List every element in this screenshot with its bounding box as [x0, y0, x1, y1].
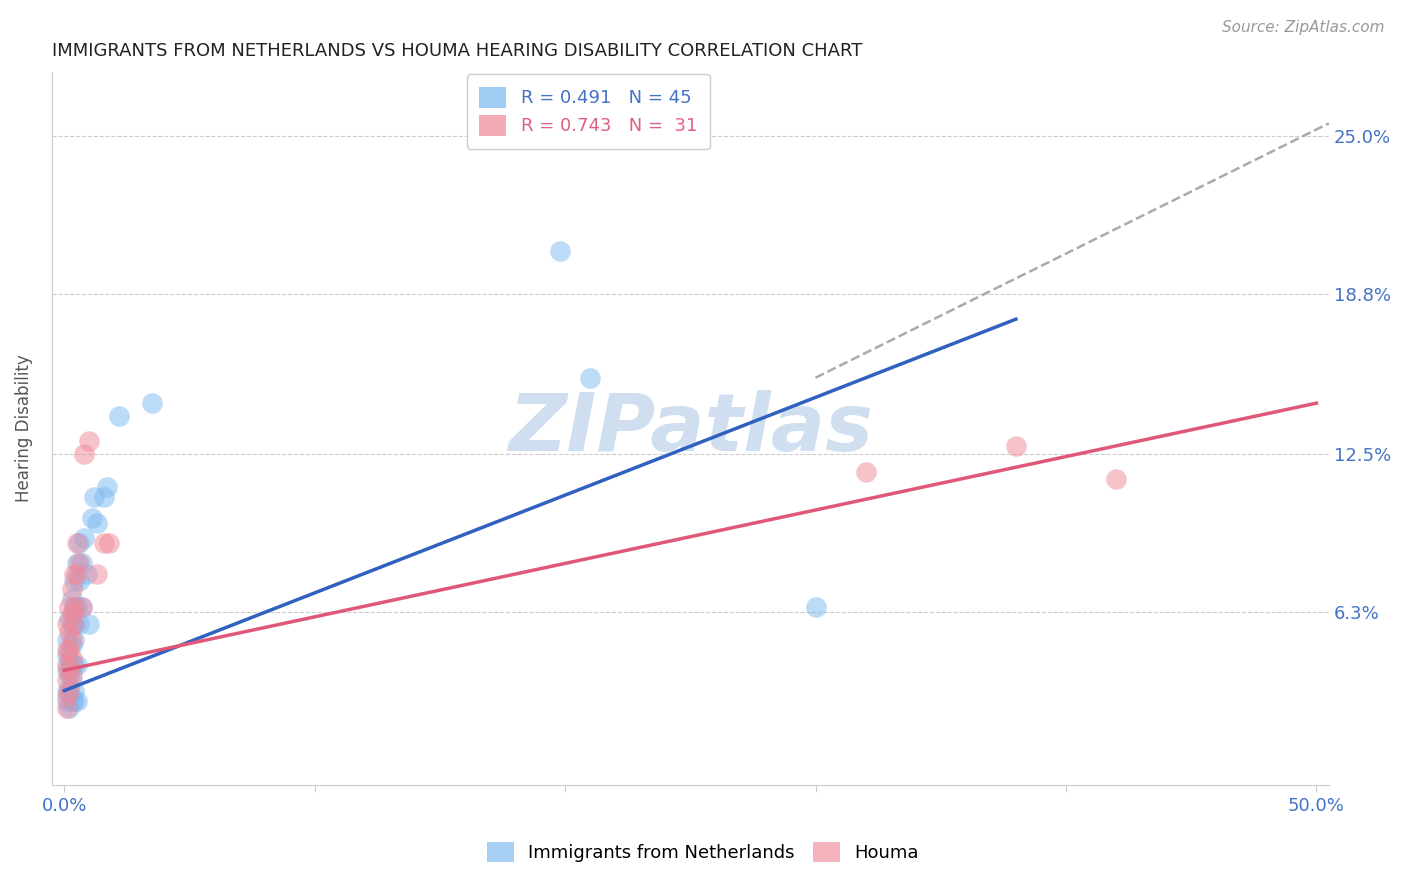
Text: ZIPatlas: ZIPatlas — [508, 390, 873, 467]
Point — [60, 694, 83, 708]
Point — [58, 653, 80, 667]
Point — [58, 625, 80, 640]
Point — [63, 599, 86, 614]
Point — [55, 617, 77, 632]
Point — [66, 557, 89, 571]
Point — [63, 566, 86, 581]
Point — [67, 574, 90, 589]
Point — [63, 658, 86, 673]
Point — [60, 592, 83, 607]
Point — [73, 447, 96, 461]
Point — [58, 683, 80, 698]
Point — [60, 668, 83, 682]
Point — [93, 536, 115, 550]
Point — [55, 689, 77, 703]
Point — [55, 683, 77, 698]
Point — [83, 490, 105, 504]
Point — [855, 465, 877, 479]
Point — [58, 599, 80, 614]
Point — [55, 643, 77, 657]
Point — [70, 599, 93, 614]
Point — [108, 409, 131, 423]
Point — [58, 668, 80, 682]
Point — [548, 244, 571, 258]
Point — [67, 557, 90, 571]
Point — [60, 607, 83, 622]
Point — [66, 694, 89, 708]
Point — [86, 566, 108, 581]
Point — [63, 694, 86, 708]
Legend: Immigrants from Netherlands, Houma: Immigrants from Netherlands, Houma — [479, 834, 927, 870]
Point — [1105, 473, 1128, 487]
Point — [66, 536, 89, 550]
Point — [63, 599, 86, 614]
Y-axis label: Hearing Disability: Hearing Disability — [15, 355, 32, 502]
Point — [79, 617, 101, 632]
Point — [55, 632, 77, 647]
Text: Source: ZipAtlas.com: Source: ZipAtlas.com — [1222, 20, 1385, 35]
Point — [55, 673, 77, 688]
Point — [60, 632, 83, 647]
Point — [63, 617, 86, 632]
Point — [58, 643, 80, 657]
Point — [70, 557, 93, 571]
Legend: R = 0.491   N = 45, R = 0.743   N =  31: R = 0.491 N = 45, R = 0.743 N = 31 — [467, 74, 710, 149]
Point — [60, 673, 83, 688]
Point — [66, 658, 89, 673]
Point — [63, 617, 86, 632]
Point — [63, 574, 86, 589]
Point — [60, 638, 83, 652]
Point — [80, 510, 103, 524]
Point — [58, 701, 80, 715]
Point — [63, 683, 86, 698]
Point — [58, 612, 80, 626]
Point — [58, 663, 80, 677]
Point — [73, 531, 96, 545]
Point — [60, 658, 83, 673]
Point — [67, 536, 90, 550]
Text: IMMIGRANTS FROM NETHERLANDS VS HOUMA HEARING DISABILITY CORRELATION CHART: IMMIGRANTS FROM NETHERLANDS VS HOUMA HEA… — [52, 42, 862, 60]
Point — [55, 658, 77, 673]
Point — [66, 566, 89, 581]
Point — [93, 490, 115, 504]
Point — [67, 617, 90, 632]
Point — [60, 650, 83, 665]
Point — [63, 632, 86, 647]
Point — [804, 599, 827, 614]
Point — [55, 648, 77, 662]
Point — [60, 582, 83, 596]
Point — [86, 516, 108, 530]
Point — [141, 396, 163, 410]
Point — [60, 617, 83, 632]
Point — [58, 683, 80, 698]
Point — [579, 370, 602, 384]
Point — [79, 434, 101, 449]
Point — [66, 599, 89, 614]
Point — [55, 663, 77, 677]
Point — [76, 566, 98, 581]
Point — [55, 701, 77, 715]
Point — [96, 480, 118, 494]
Point — [55, 694, 77, 708]
Point — [70, 599, 93, 614]
Point — [98, 536, 121, 550]
Point — [1005, 439, 1028, 453]
